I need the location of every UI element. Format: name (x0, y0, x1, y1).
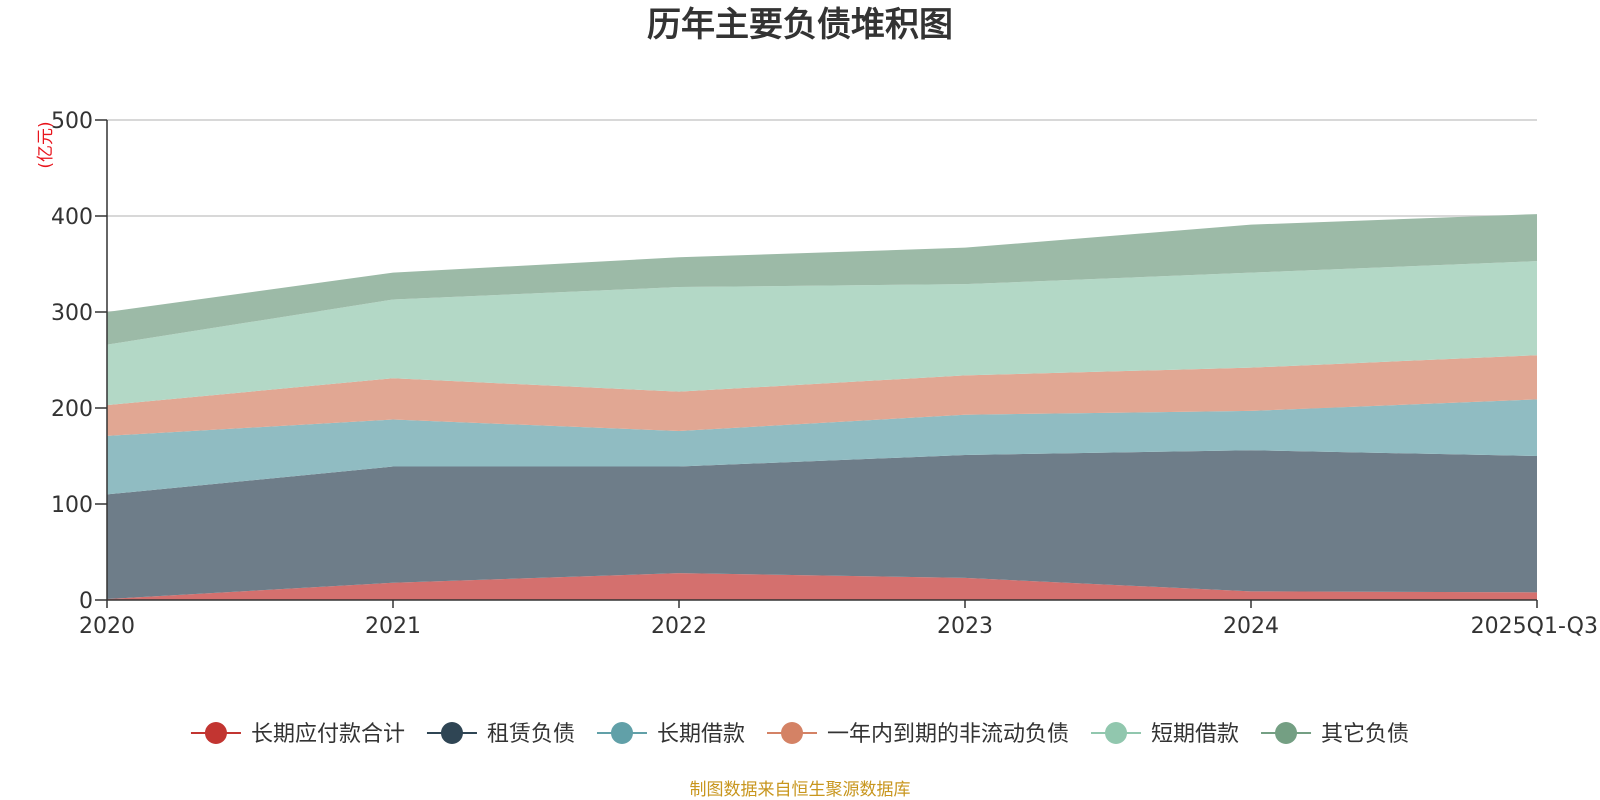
legend-item-2[interactable]: 长期借款 (596, 722, 745, 747)
area-series-3 (107, 355, 1537, 436)
y-tick-label-5: 500 (51, 109, 93, 134)
legend: 长期应付款合计 租赁负债 长期借款 一年内到期的非流动负债 短期借款 其它负债 (190, 722, 1409, 747)
y-tick-label-1: 100 (51, 493, 93, 518)
legend-marker-3 (781, 722, 803, 744)
x-tick-label-2: 2022 (651, 614, 707, 639)
area-series-5 (107, 214, 1537, 345)
legend-label-4: 短期借款 (1151, 722, 1239, 747)
area-series-1 (107, 450, 1537, 600)
area-series-0 (107, 573, 1537, 600)
legend-item-3[interactable]: 一年内到期的非流动负债 (767, 722, 1069, 747)
x-tick-label-4: 2024 (1223, 614, 1279, 639)
legend-label-1: 租赁负债 (487, 722, 575, 747)
x-tick-label-0: 2020 (79, 614, 135, 639)
legend-label-0: 长期应付款合计 (251, 722, 405, 747)
legend-marker-2 (610, 722, 633, 744)
data-source-note: 制图数据来自恒生聚源数据库 (690, 780, 911, 800)
y-tick-label-2: 200 (51, 397, 93, 422)
legend-item-0[interactable]: 长期应付款合计 (190, 722, 405, 747)
y-axis-unit: (亿元) (36, 121, 56, 168)
x-tick-label-3: 2023 (937, 614, 993, 639)
legend-marker-0 (204, 722, 227, 744)
y-tick-label-4: 400 (51, 205, 93, 230)
legend-item-1[interactable]: 租赁负债 (426, 722, 575, 747)
legend-label-3: 一年内到期的非流动负债 (827, 722, 1069, 747)
x-tick-label-1: 2021 (365, 614, 421, 639)
legend-label-2: 长期借款 (657, 722, 745, 747)
y-tick-label-0: 0 (79, 589, 93, 614)
legend-label-5: 其它负债 (1321, 722, 1409, 747)
legend-item-4[interactable]: 短期借款 (1091, 722, 1239, 747)
legend-item-5[interactable]: 其它负债 (1261, 722, 1409, 747)
area-series (107, 214, 1537, 600)
legend-marker-1 (440, 722, 463, 744)
y-tick-label-3: 300 (51, 301, 93, 326)
axes: 0 100 200 300 400 500 2020 2021 2022 2023 2024 2025… (51, 109, 1598, 639)
chart-title: 历年主要负债堆积图 (647, 5, 953, 45)
area-series-4 (107, 261, 1537, 406)
area-series-2 (107, 399, 1537, 495)
legend-marker-4 (1105, 722, 1128, 744)
legend-marker-5 (1275, 722, 1298, 744)
x-tick-label-5: 2025Q1-Q3 (1471, 614, 1598, 639)
